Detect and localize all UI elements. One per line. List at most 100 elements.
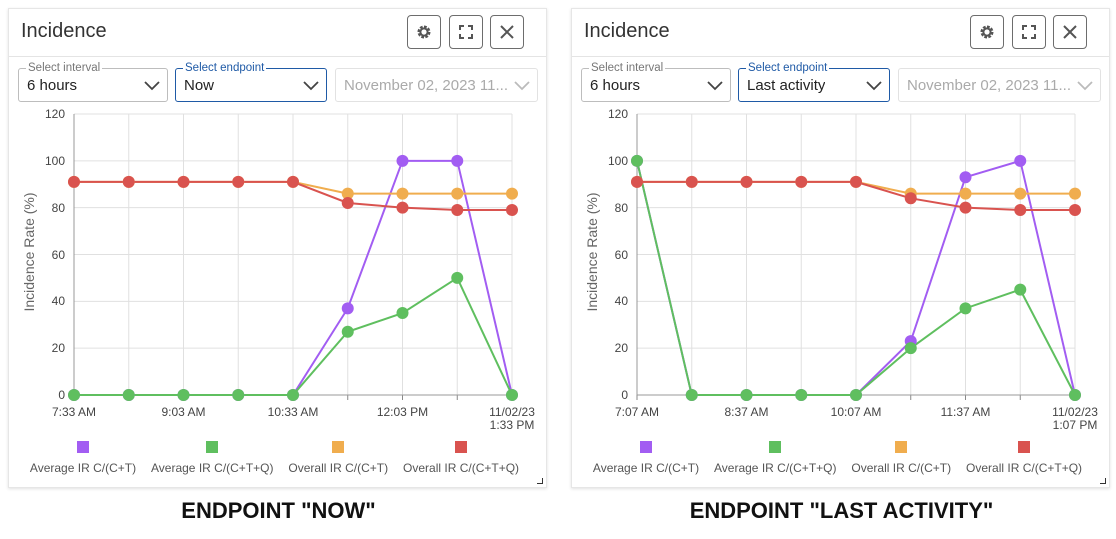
data-point: [1014, 283, 1027, 296]
expand-icon: [459, 25, 473, 39]
divider: [9, 56, 546, 57]
y-tick-label: 20: [51, 341, 65, 356]
panel-title: Incidence: [21, 20, 107, 42]
data-point: [959, 201, 972, 214]
legend-swatch: [1018, 441, 1031, 453]
data-point: [396, 187, 409, 200]
data-point: [631, 175, 643, 188]
resize-handle[interactable]: [1100, 478, 1106, 484]
interval-value: 6 hours: [27, 77, 78, 94]
y-tick-label: 40: [51, 294, 65, 309]
data-point: [685, 175, 698, 188]
data-point: [685, 389, 698, 401]
legend-item: Average IR C/(C+T): [593, 441, 699, 475]
data-point: [740, 175, 753, 188]
data-point: [341, 196, 354, 209]
legend-swatch: [332, 441, 345, 453]
panel-title: Incidence: [584, 20, 670, 42]
endpoint-value: Now: [184, 77, 215, 94]
data-point: [451, 204, 464, 217]
legend: Average IR C/(C+T) Average IR C/(C+T+Q) Ov…: [9, 441, 534, 475]
gear-icon: [417, 25, 431, 39]
endpoint-select[interactable]: Select endpoint Now: [175, 61, 327, 102]
x-tick-label: 11/02/23 1:07 PM: [1052, 405, 1098, 432]
legend-label: Overall IR C/(C+T+Q): [403, 461, 520, 475]
legend-item: Average IR C/(C+T+Q): [714, 441, 836, 475]
legend-swatch: [769, 441, 782, 453]
data-point: [396, 307, 409, 320]
data-point: [904, 192, 917, 205]
fullscreen-button[interactable]: [1012, 15, 1046, 49]
y-tick-label: 40: [614, 294, 628, 309]
data-point: [122, 175, 135, 188]
y-tick-label: 0: [621, 388, 628, 402]
data-point: [232, 175, 245, 188]
legend-item: Overall IR C/(C+T): [851, 441, 951, 475]
data-point: [631, 154, 643, 167]
y-tick-label: 100: [44, 153, 65, 168]
interval-label: Select interval: [26, 61, 103, 75]
date-select: November 02, 2023 11...: [898, 68, 1101, 102]
data-point: [341, 302, 354, 315]
data-point: [396, 154, 409, 167]
interval-select[interactable]: Select interval 6 hours: [581, 61, 731, 102]
legend-label: Average IR C/(C+T): [29, 461, 137, 475]
expand-icon: [1022, 25, 1036, 39]
x-tick-label: 10:33 AM: [267, 405, 319, 419]
data-point: [68, 175, 80, 188]
data-point: [850, 175, 862, 188]
interval-select[interactable]: Select interval 6 hours: [18, 61, 168, 102]
legend-item: Overall IR C/(C+T): [288, 441, 388, 475]
interval-value: 6 hours: [590, 77, 641, 94]
legend-swatch: [206, 441, 219, 453]
data-point: [68, 389, 80, 401]
date-select: November 02, 2023 11...: [335, 68, 538, 102]
data-point: [396, 201, 409, 214]
fullscreen-button[interactable]: [449, 15, 483, 49]
data-point: [451, 271, 464, 284]
x-tick-label: 11/02/23 1:33 PM: [489, 405, 535, 432]
resize-handle[interactable]: [537, 478, 543, 484]
y-tick-label: 80: [614, 200, 628, 215]
data-point: [341, 187, 354, 200]
x-tick-label: 11:37 AM: [940, 405, 991, 419]
settings-button[interactable]: [407, 15, 441, 49]
chevron: [866, 81, 882, 91]
close-button[interactable]: [490, 15, 524, 49]
data-point: [740, 389, 753, 401]
panel: Incidence Select interval 6 hours Select…: [571, 8, 1110, 523]
x-tick-label: 10:07 AM: [830, 405, 882, 419]
endpoint-value: Last activity: [747, 77, 826, 94]
y-tick-label: 80: [51, 200, 65, 215]
legend-item: Average IR C/(C+T+Q): [151, 441, 273, 475]
x-tick-label: 8:37 AM: [724, 405, 769, 419]
chevron: [1077, 81, 1093, 91]
y-tick-label: 60: [51, 247, 65, 262]
legend-item: Overall IR C/(C+T+Q): [966, 441, 1082, 475]
data-point: [795, 389, 808, 401]
data-point: [959, 302, 972, 315]
endpoint-select[interactable]: Select endpoint Last activity: [738, 61, 890, 102]
close-button[interactable]: [1053, 15, 1087, 49]
y-tick-label: 0: [58, 388, 65, 402]
data-point: [1014, 204, 1027, 217]
legend-label: Average IR C/(C+T+Q): [714, 461, 837, 475]
data-point: [1069, 187, 1081, 200]
settings-button[interactable]: [970, 15, 1004, 49]
legend-swatch: [455, 441, 468, 453]
data-point: [1014, 187, 1027, 200]
x-tick-label: 7:33 AM: [51, 405, 97, 419]
data-point: [1014, 154, 1027, 167]
data-point: [451, 154, 464, 167]
panel: Incidence Select interval 6 hours Select…: [8, 8, 547, 523]
legend-label: Average IR C/(C+T): [592, 461, 700, 475]
data-point: [287, 175, 299, 188]
data-point: [177, 389, 190, 401]
legend-label: Overall IR C/(C+T+Q): [966, 461, 1083, 475]
legend-swatch: [77, 441, 89, 453]
data-point: [451, 187, 464, 200]
gear-icon: [980, 25, 994, 39]
data-point: [506, 204, 518, 217]
data-point: [506, 389, 518, 401]
data-point: [287, 389, 299, 401]
